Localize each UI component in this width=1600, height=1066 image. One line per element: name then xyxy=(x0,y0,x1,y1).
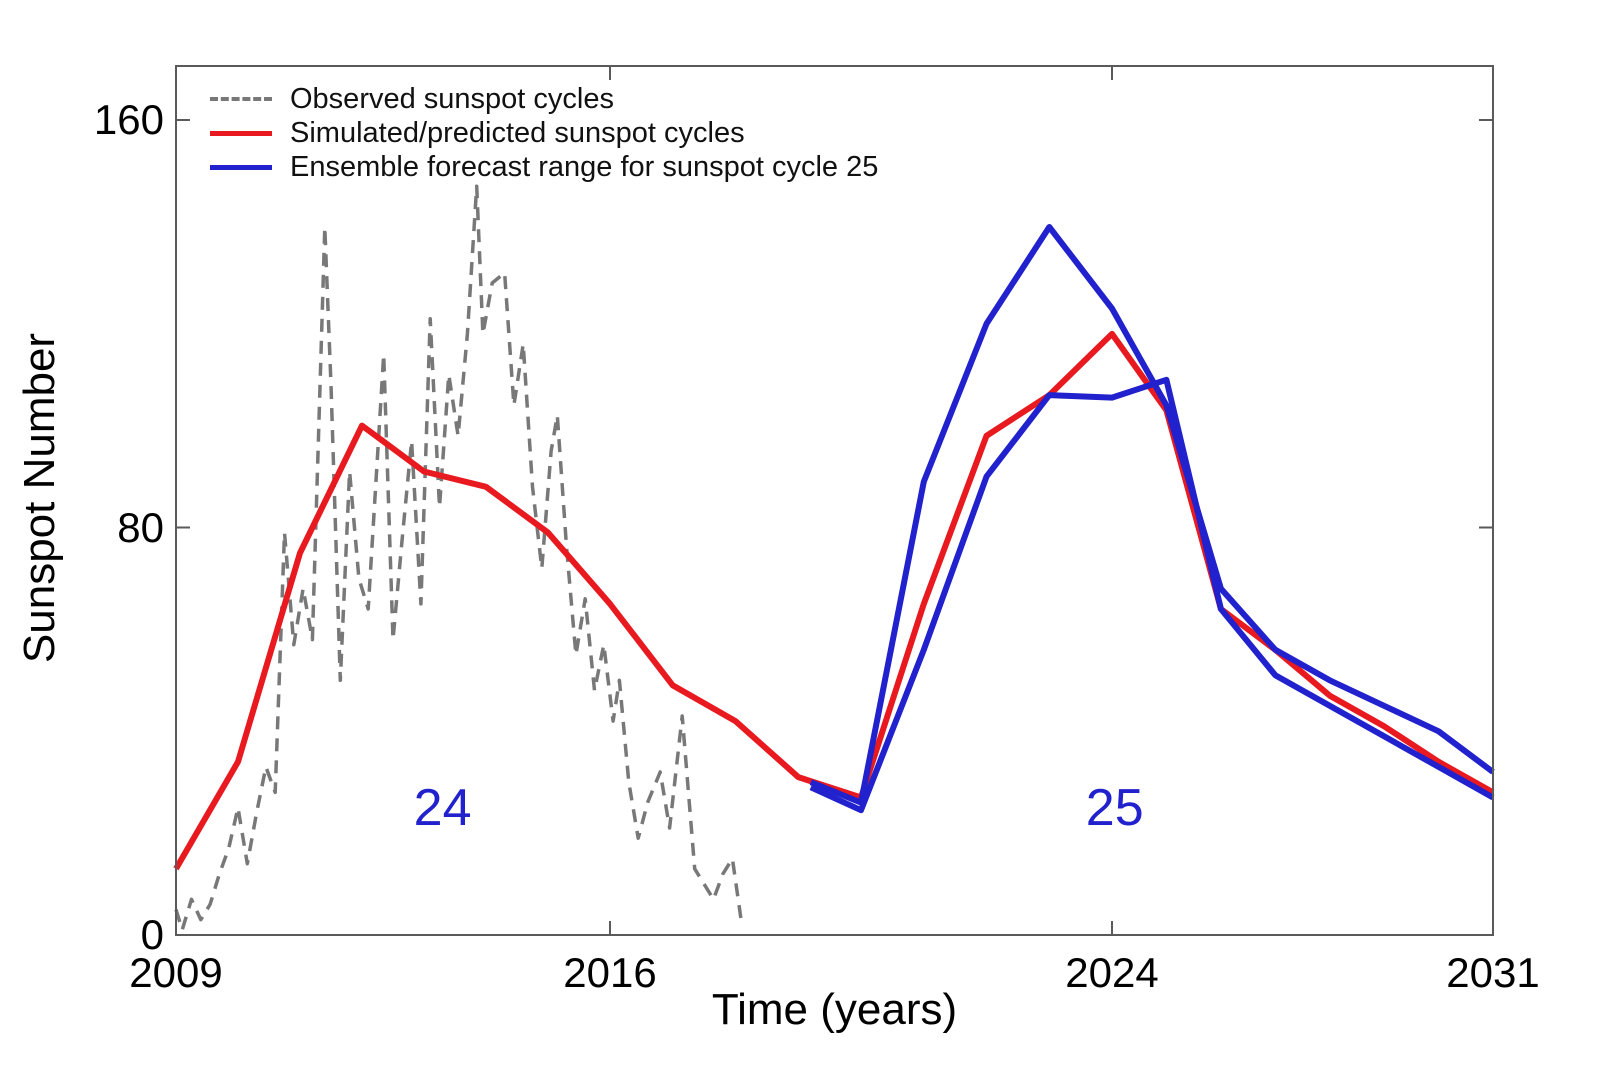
x-tick-label: 2016 xyxy=(563,949,657,996)
x-axis-label: Time (years) xyxy=(711,985,958,1034)
y-tick-label: 80 xyxy=(117,503,164,551)
x-tick-label: 2024 xyxy=(1065,949,1159,996)
x-tick-label: 2009 xyxy=(129,949,223,996)
cycle-24-annotation: 24 xyxy=(413,778,472,837)
cycle-25-annotation: 25 xyxy=(1085,778,1144,837)
legend-item-observed: Observed sunspot cycles xyxy=(210,84,878,114)
axis-ticks xyxy=(175,66,1494,936)
legend-item-ensemble: Ensemble forecast range for sunspot cycl… xyxy=(210,152,878,182)
plot-border xyxy=(175,65,1494,936)
ensemble-forecast-range-for-sunspot-cycle-25-lower-line xyxy=(809,376,1495,814)
y-axis-label: Sunspot Number xyxy=(15,332,64,663)
data-series xyxy=(173,184,1495,932)
legend-line-simulated-icon xyxy=(210,130,272,136)
simulated-predicted-sunspot-cycles-line xyxy=(173,330,1495,871)
legend-label-simulated: Simulated/predicted sunspot cycles xyxy=(290,117,745,149)
legend-label-observed: Observed sunspot cycles xyxy=(290,83,614,115)
legend-label-ensemble: Ensemble forecast range for sunspot cycl… xyxy=(290,151,879,183)
legend-line-observed-icon xyxy=(210,97,272,101)
y-tick-label: 160 xyxy=(93,96,164,143)
y-tick-label: 0 xyxy=(140,911,164,958)
legend: Observed sunspot cycles Simulated/predic… xyxy=(210,84,878,182)
ensemble-forecast-range-for-sunspot-cycle-25-upper-line xyxy=(809,224,1495,806)
x-tick-label: 2031 xyxy=(1446,949,1540,996)
legend-item-simulated: Simulated/predicted sunspot cycles xyxy=(210,118,878,148)
observed-sunspot-cycles-line xyxy=(174,184,744,932)
legend-line-ensemble-icon xyxy=(210,164,272,170)
